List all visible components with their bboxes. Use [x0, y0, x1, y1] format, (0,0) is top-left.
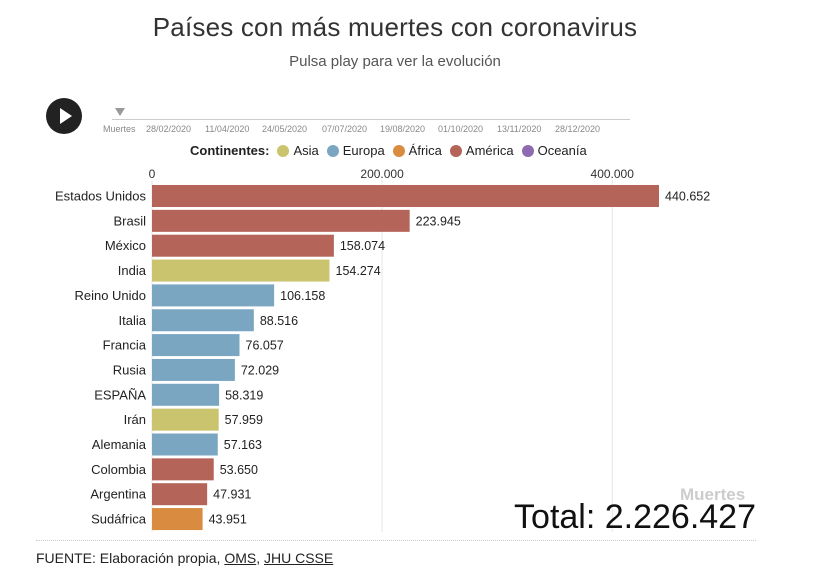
value-label: 158.074: [340, 239, 385, 253]
legend-swatch: [326, 144, 339, 157]
legend-swatch: [521, 144, 534, 157]
bar: [152, 234, 334, 257]
bar: [152, 284, 275, 307]
value-label: 47.931: [213, 488, 251, 502]
legend-label: Oceanía: [537, 143, 587, 158]
bar: [152, 483, 208, 506]
timeline-date: 01/10/2020: [438, 124, 484, 134]
bar: [152, 408, 219, 431]
legend-swatch: [449, 144, 462, 157]
source-separator: ,: [256, 550, 264, 566]
legend-swatch: [277, 144, 290, 157]
category-label: Argentina: [90, 487, 146, 502]
bar: [152, 185, 659, 207]
total-label: Muertes: [680, 485, 746, 504]
category-label: Colombia: [91, 462, 147, 477]
value-label: 58.319: [225, 388, 263, 402]
category-label: México: [105, 238, 146, 253]
bar: [152, 358, 235, 381]
category-label: ESPAÑA: [94, 387, 146, 402]
category-label: Alemania: [92, 437, 147, 452]
continent-legend: Continentes: Asia Europa África América Ocea…: [190, 143, 595, 158]
bar: [152, 508, 203, 531]
timeline-date: 28/12/2020: [555, 124, 601, 134]
category-label: Sudáfrica: [91, 512, 147, 527]
value-label: 223.945: [416, 214, 461, 228]
value-label: 76.057: [246, 339, 284, 353]
source-link-jhu[interactable]: JHU CSSE: [263, 550, 334, 566]
value-label: 106.158: [280, 289, 325, 303]
timeline-date: 19/08/2020: [380, 124, 426, 134]
bar: [152, 383, 220, 406]
legend-item: Asia: [277, 143, 319, 158]
category-label: Francia: [103, 338, 147, 353]
source-prefix: FUENTE: Elaboración propia,: [36, 550, 225, 566]
category-label: Reino Unido: [74, 288, 146, 303]
category-label: Italia: [119, 313, 147, 328]
timeline-date: 24/05/2020: [262, 124, 308, 134]
timeline-date: 28/02/2020: [146, 124, 192, 134]
timeline-date: 07/07/2020: [322, 124, 368, 134]
total-deaths: Total: 2.226.427: [514, 498, 756, 536]
play-button[interactable]: [46, 98, 82, 134]
category-label: Rusia: [113, 362, 147, 377]
legend-label: América: [465, 143, 514, 158]
value-label: 154.274: [336, 264, 381, 278]
bar: [152, 458, 214, 481]
value-label: 440.652: [665, 190, 710, 204]
bar: [152, 334, 240, 357]
legend-label: Europa: [342, 143, 385, 158]
timeline-label: Muertes: [103, 124, 136, 134]
legend-label: Asia: [293, 143, 319, 158]
legend-item: África: [392, 143, 442, 158]
category-label: India: [118, 263, 147, 278]
category-label: Brasil: [113, 213, 146, 228]
bar: [152, 309, 254, 332]
chart-subtitle: Pulsa play para ver la evolución: [289, 53, 501, 70]
legend-item: Europa: [326, 143, 385, 158]
bar-chart: 0 200.000 400.000 Estados Unidos 440.652 Bras…: [55, 167, 710, 532]
timeline-date: 11/04/2020: [205, 124, 250, 134]
value-label: 72.029: [241, 363, 279, 377]
legend-item: América: [449, 143, 514, 158]
timeline-handle[interactable]: [115, 108, 125, 116]
x-tick-label: 400.000: [591, 167, 635, 181]
value-label: 53.650: [220, 463, 258, 477]
play-icon: [60, 108, 72, 124]
footer-divider: [36, 540, 756, 541]
value-label: 57.959: [225, 413, 263, 427]
timeline-date: 13/11/2020: [497, 124, 542, 134]
source-link-oms[interactable]: OMS: [224, 550, 257, 566]
bar: [152, 209, 410, 232]
value-label: 43.951: [209, 513, 247, 527]
category-label: Estados Unidos: [55, 189, 147, 204]
bar: [152, 433, 218, 456]
source-line: FUENTE: Elaboración propia, OMS, JHU CSS…: [36, 550, 333, 566]
legend-item: Oceanía: [521, 143, 587, 158]
legend-swatch: [392, 144, 405, 157]
bar: [152, 259, 330, 282]
legend-title: Continentes:: [190, 143, 270, 158]
legend-label: África: [408, 143, 442, 158]
timeline-track[interactable]: [112, 119, 630, 120]
x-tick-label: 200.000: [360, 167, 404, 181]
x-tick-label: 0: [149, 167, 156, 181]
chart-title: Países con más muertes con coronavirus: [152, 12, 638, 42]
value-label: 57.163: [224, 438, 262, 452]
value-label: 88.516: [260, 314, 298, 328]
category-label: Irán: [124, 412, 146, 427]
